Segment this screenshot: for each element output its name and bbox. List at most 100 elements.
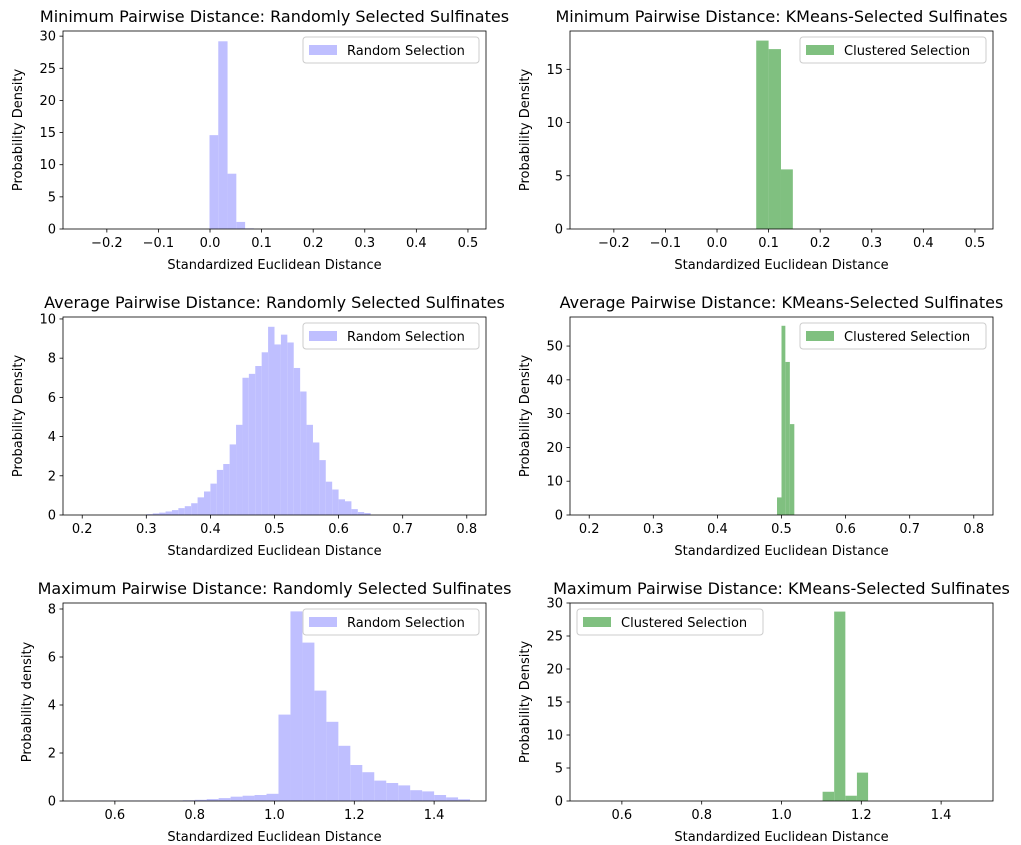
x-tick-label: 0.5 (965, 236, 986, 251)
histogram-bar (216, 469, 224, 515)
x-tick-label: 0.0 (707, 236, 728, 251)
legend: Random Selection (302, 322, 480, 350)
y-tick-label: 40 (546, 373, 563, 388)
x-tick-label: −0.2 (598, 236, 630, 251)
x-tick-label: 0.6 (835, 522, 856, 537)
x-axis-label: Standardized Euclidean Distance (167, 830, 381, 845)
x-tick-label: 0.3 (643, 522, 664, 537)
histogram-bar (206, 799, 219, 801)
y-tick-label: 0 (48, 795, 56, 810)
legend-label: Random Selection (347, 330, 465, 345)
histogram-bar (280, 334, 288, 515)
y-tick-label: 0 (555, 509, 563, 524)
x-tick-label: 0.5 (458, 236, 479, 251)
legend-swatch (583, 617, 611, 627)
y-tick-label: 50 (546, 340, 563, 355)
x-tick-label: 0.6 (328, 522, 349, 537)
x-tick-label: 0.2 (810, 236, 831, 251)
legend-swatch (309, 331, 337, 341)
axes-frame (62, 30, 487, 230)
chart-5: 0.6 0.8 1.0 1.2 1.4 0 2 4 6 8 Maximum Pairwise Dis… (20, 579, 511, 845)
y-axis-label: Probability Density (518, 641, 533, 764)
legend-box (799, 322, 987, 350)
histogram-bar (856, 772, 869, 801)
x-tick-label: 0.8 (184, 808, 205, 823)
histogram-bar (777, 497, 782, 515)
y-tick-label: 15 (546, 696, 563, 711)
histogram-bar (204, 491, 211, 515)
y-tick-label: 6 (48, 391, 56, 406)
histogram-bar (374, 780, 387, 801)
histogram-bar (410, 790, 423, 801)
histogram-bar (446, 797, 459, 801)
y-tick-label: 10 (39, 312, 56, 327)
histogram-bar (357, 512, 365, 515)
y-tick-label: 8 (48, 352, 56, 367)
histogram-bar (242, 795, 255, 801)
axes-frame (569, 30, 994, 230)
x-axis-label: Standardized Euclidean Distance (167, 544, 381, 559)
y-tick-label: 0 (555, 223, 563, 238)
histogram-bar (268, 326, 275, 515)
y-tick-label: 0 (48, 509, 56, 524)
histogram-bar (780, 169, 793, 229)
histogram-bar (278, 714, 291, 801)
chart-title: Maximum Pairwise Distance: KMeans-Select… (553, 579, 1010, 598)
histogram-bar (319, 460, 326, 515)
x-tick-label: −0.1 (650, 236, 682, 251)
histogram-bar (152, 513, 160, 515)
legend-label: Random Selection (347, 616, 465, 631)
histogram-bars (822, 611, 869, 801)
y-tick-label: 30 (39, 30, 56, 45)
y-tick-label: 15 (546, 63, 563, 78)
histogram-bar (822, 791, 835, 801)
histogram-bar (293, 367, 301, 515)
x-tick-label: 0.8 (963, 522, 984, 537)
y-tick-label: 20 (39, 94, 56, 109)
y-axis-label: Probability Density (518, 69, 533, 192)
histogram-bar (290, 611, 303, 801)
histogram-bar (254, 795, 267, 801)
histogram-bar (242, 377, 249, 515)
x-tick-label: 1.4 (931, 808, 952, 823)
x-tick-label: 0.6 (105, 808, 126, 823)
x-tick-label: 0.7 (392, 522, 413, 537)
histogram-bar (236, 424, 243, 515)
histogram-bar (159, 512, 166, 515)
chart-title: Average Pairwise Distance: KMeans-Select… (560, 293, 1004, 312)
x-tick-label: 1.2 (344, 808, 365, 823)
x-tick-label: 0.4 (406, 236, 427, 251)
histogram-bar (178, 508, 185, 515)
histogram-bar (236, 221, 246, 229)
x-tick-label: 1.0 (264, 808, 285, 823)
chart-2: −0.2 −0.1 0.0 0.1 0.2 0.3 0.4 0.5 0 5 10 15 Minimum … (518, 7, 1008, 273)
histogram-bar (422, 791, 435, 801)
histogram-bar (364, 513, 371, 515)
y-tick-label: 8 (48, 603, 56, 618)
histogram-bar (306, 424, 313, 515)
x-tick-label: 0.4 (200, 522, 221, 537)
histogram-bar (266, 793, 279, 801)
histogram-bar (789, 424, 795, 515)
x-tick-label: 1.4 (424, 808, 445, 823)
y-tick-label: 25 (39, 62, 56, 77)
histogram-bar (398, 785, 411, 801)
histogram-bar (386, 783, 399, 801)
x-tick-label: 0.5 (771, 522, 792, 537)
histogram-bars (756, 40, 793, 229)
histogram-bar (191, 503, 198, 515)
legend-box (302, 608, 480, 636)
x-tick-label: 0.3 (354, 236, 375, 251)
legend-swatch (309, 617, 337, 627)
histogram-bar (274, 344, 281, 515)
histogram-bar (171, 510, 179, 515)
histogram-bar (350, 765, 363, 801)
legend-box (302, 36, 480, 64)
y-tick-label: 4 (48, 699, 56, 714)
histogram-bar (434, 795, 447, 801)
legend-label: Clustered Selection (844, 330, 970, 345)
histogram-bar (834, 611, 846, 801)
